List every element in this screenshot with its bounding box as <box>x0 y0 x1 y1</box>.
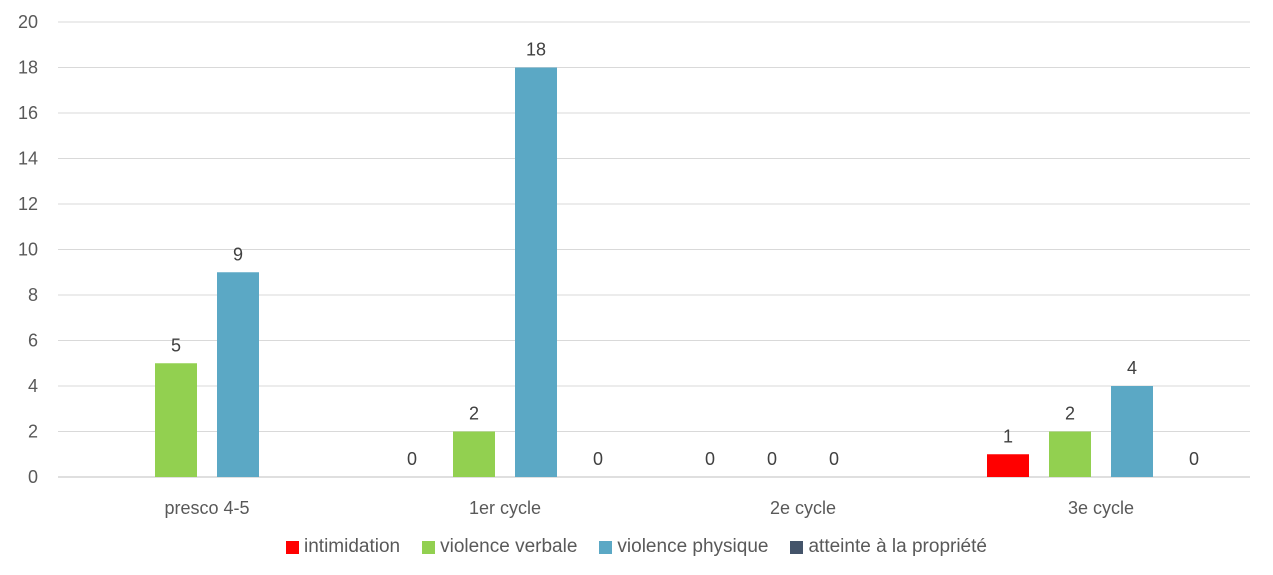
bar <box>453 431 495 477</box>
legend-swatch <box>599 540 613 554</box>
bar <box>155 363 197 477</box>
data-labels: 5 9 0 2 18 0 0 0 0 1 2 4 0 <box>171 40 1199 470</box>
y-tick-label: 14 <box>18 149 38 169</box>
bar <box>1049 431 1091 477</box>
x-axis: presco 4-5 1er cycle 2e cycle 3e cycle <box>164 498 1134 518</box>
data-label: 2 <box>469 404 479 424</box>
x-tick-label: presco 4-5 <box>164 498 249 518</box>
legend-label: intimidation <box>304 536 401 557</box>
legend-swatch <box>286 540 299 554</box>
y-tick-label: 2 <box>28 422 38 442</box>
y-tick-label: 0 <box>28 467 38 487</box>
bars <box>155 67 1153 477</box>
bar <box>515 67 557 477</box>
data-label: 2 <box>1065 404 1075 424</box>
data-label: 0 <box>705 449 715 469</box>
y-tick-label: 8 <box>28 285 38 305</box>
y-tick-label: 10 <box>18 240 38 260</box>
data-label: 0 <box>767 449 777 469</box>
y-tick-label: 6 <box>28 331 38 351</box>
data-label: 0 <box>829 449 839 469</box>
data-label: 0 <box>1189 449 1199 469</box>
legend-item: violence verbale <box>422 536 577 558</box>
legend-label: violence verbale <box>440 536 578 557</box>
x-tick-label: 1er cycle <box>469 498 541 518</box>
data-label: 4 <box>1127 358 1137 378</box>
legend-swatch <box>790 540 804 554</box>
data-label: 5 <box>171 335 181 355</box>
legend-item: violence physique <box>599 536 768 558</box>
bar <box>987 454 1029 477</box>
legend-label: atteinte à la propriété <box>808 536 987 557</box>
x-tick-label: 3e cycle <box>1068 498 1134 518</box>
y-tick-label: 12 <box>18 194 38 214</box>
legend-item: intimidation <box>286 536 400 558</box>
data-label: 0 <box>593 449 603 469</box>
data-label: 18 <box>526 40 546 60</box>
legend: intimidation violence verbale violence phy… <box>0 536 1273 558</box>
legend-swatch <box>422 540 436 554</box>
bar <box>1111 386 1153 477</box>
data-label: 1 <box>1003 426 1013 446</box>
y-axis: 0 2 4 6 8 10 12 14 16 18 20 <box>18 12 38 487</box>
y-tick-label: 4 <box>28 376 38 396</box>
y-tick-label: 16 <box>18 103 38 123</box>
legend-label: violence physique <box>617 536 769 557</box>
y-tick-label: 20 <box>18 12 38 32</box>
data-label: 9 <box>233 244 243 264</box>
bar <box>217 272 259 477</box>
y-tick-label: 18 <box>18 58 38 78</box>
legend-item: atteinte à la propriété <box>790 536 987 558</box>
x-tick-label: 2e cycle <box>770 498 836 518</box>
data-label: 0 <box>407 449 417 469</box>
